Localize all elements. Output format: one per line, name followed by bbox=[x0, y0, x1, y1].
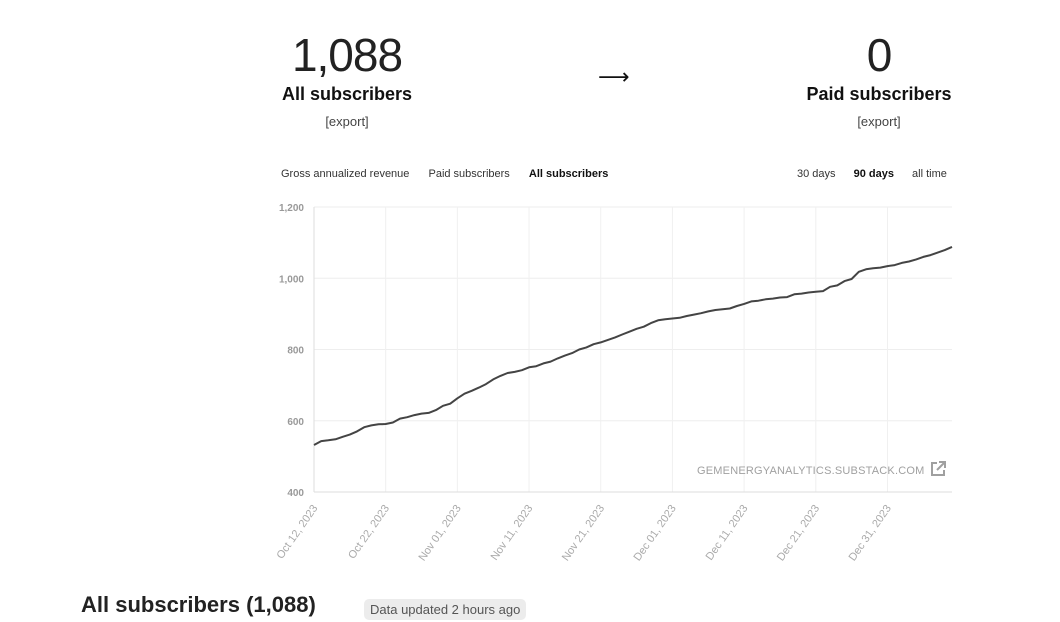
status-badge: Data updated 2 hours ago bbox=[364, 599, 527, 620]
all-subscribers-label: All subscribers bbox=[281, 84, 413, 104]
x-tick-label: Oct 12, 2023 bbox=[274, 503, 320, 561]
x-tick-label: Dec 31, 2023 bbox=[847, 503, 894, 563]
page-title: All subscribers (1,088) bbox=[81, 592, 316, 617]
y-tick-label: 800 bbox=[287, 346, 304, 357]
x-tick-label: Nov 11, 2023 bbox=[489, 503, 536, 563]
all-subscribers-stat: 1,088 All subscribers [export] bbox=[267, 30, 427, 129]
y-tick-label: 600 bbox=[287, 417, 304, 428]
right-arrow-icon: ⟶ bbox=[598, 64, 630, 89]
all-subscribers-export-link[interactable]: [export] bbox=[325, 114, 369, 129]
x-tick-label: Dec 01, 2023 bbox=[632, 503, 679, 563]
x-tick-label: Dec 11, 2023 bbox=[704, 503, 751, 563]
paid-subscribers-export-link[interactable]: [export] bbox=[857, 114, 901, 129]
y-tick-label: 400 bbox=[287, 488, 304, 499]
substack-watermark[interactable]: GEMENERGYANALYTICS.SUBSTACK.COM bbox=[697, 460, 947, 481]
subscribers-line-chart: 400 600 800 1,000 1,200 Oct 12, 2023 Oct 22, 2… bbox=[274, 203, 953, 563]
x-tick-label: Oct 22, 2023 bbox=[346, 503, 392, 561]
y-tick-label: 1,000 bbox=[279, 274, 304, 285]
y-tick-label: 1,200 bbox=[279, 203, 304, 214]
tab-30-days[interactable]: 30 days bbox=[797, 168, 836, 180]
tab-all-time[interactable]: all time bbox=[912, 168, 947, 180]
metric-tabs: Gross annualized revenue Paid subscriber… bbox=[281, 168, 624, 180]
paid-subscribers-count: 0 bbox=[866, 29, 893, 81]
tab-90-days[interactable]: 90 days bbox=[853, 168, 894, 180]
paid-subscribers-label: Paid subscribers bbox=[806, 84, 952, 104]
tab-paid-subscribers[interactable]: Paid subscribers bbox=[428, 168, 510, 180]
x-tick-label: Nov 21, 2023 bbox=[560, 503, 607, 563]
tab-all-subscribers[interactable]: All subscribers bbox=[528, 168, 609, 180]
all-subscribers-count: 1,088 bbox=[291, 29, 403, 81]
x-tick-label: Nov 01, 2023 bbox=[416, 503, 463, 563]
external-link-icon bbox=[929, 460, 947, 481]
series-line-all-subscribers bbox=[313, 245, 953, 446]
tab-gross-annualized-revenue[interactable]: Gross annualized revenue bbox=[281, 168, 410, 180]
paid-subscribers-stat: 0 Paid subscribers [export] bbox=[799, 30, 959, 129]
x-tick-label: Dec 21, 2023 bbox=[775, 503, 822, 563]
watermark-text: GEMENERGYANALYTICS.SUBSTACK.COM bbox=[697, 464, 925, 477]
range-tabs: 30 days 90 days all time bbox=[797, 168, 962, 180]
